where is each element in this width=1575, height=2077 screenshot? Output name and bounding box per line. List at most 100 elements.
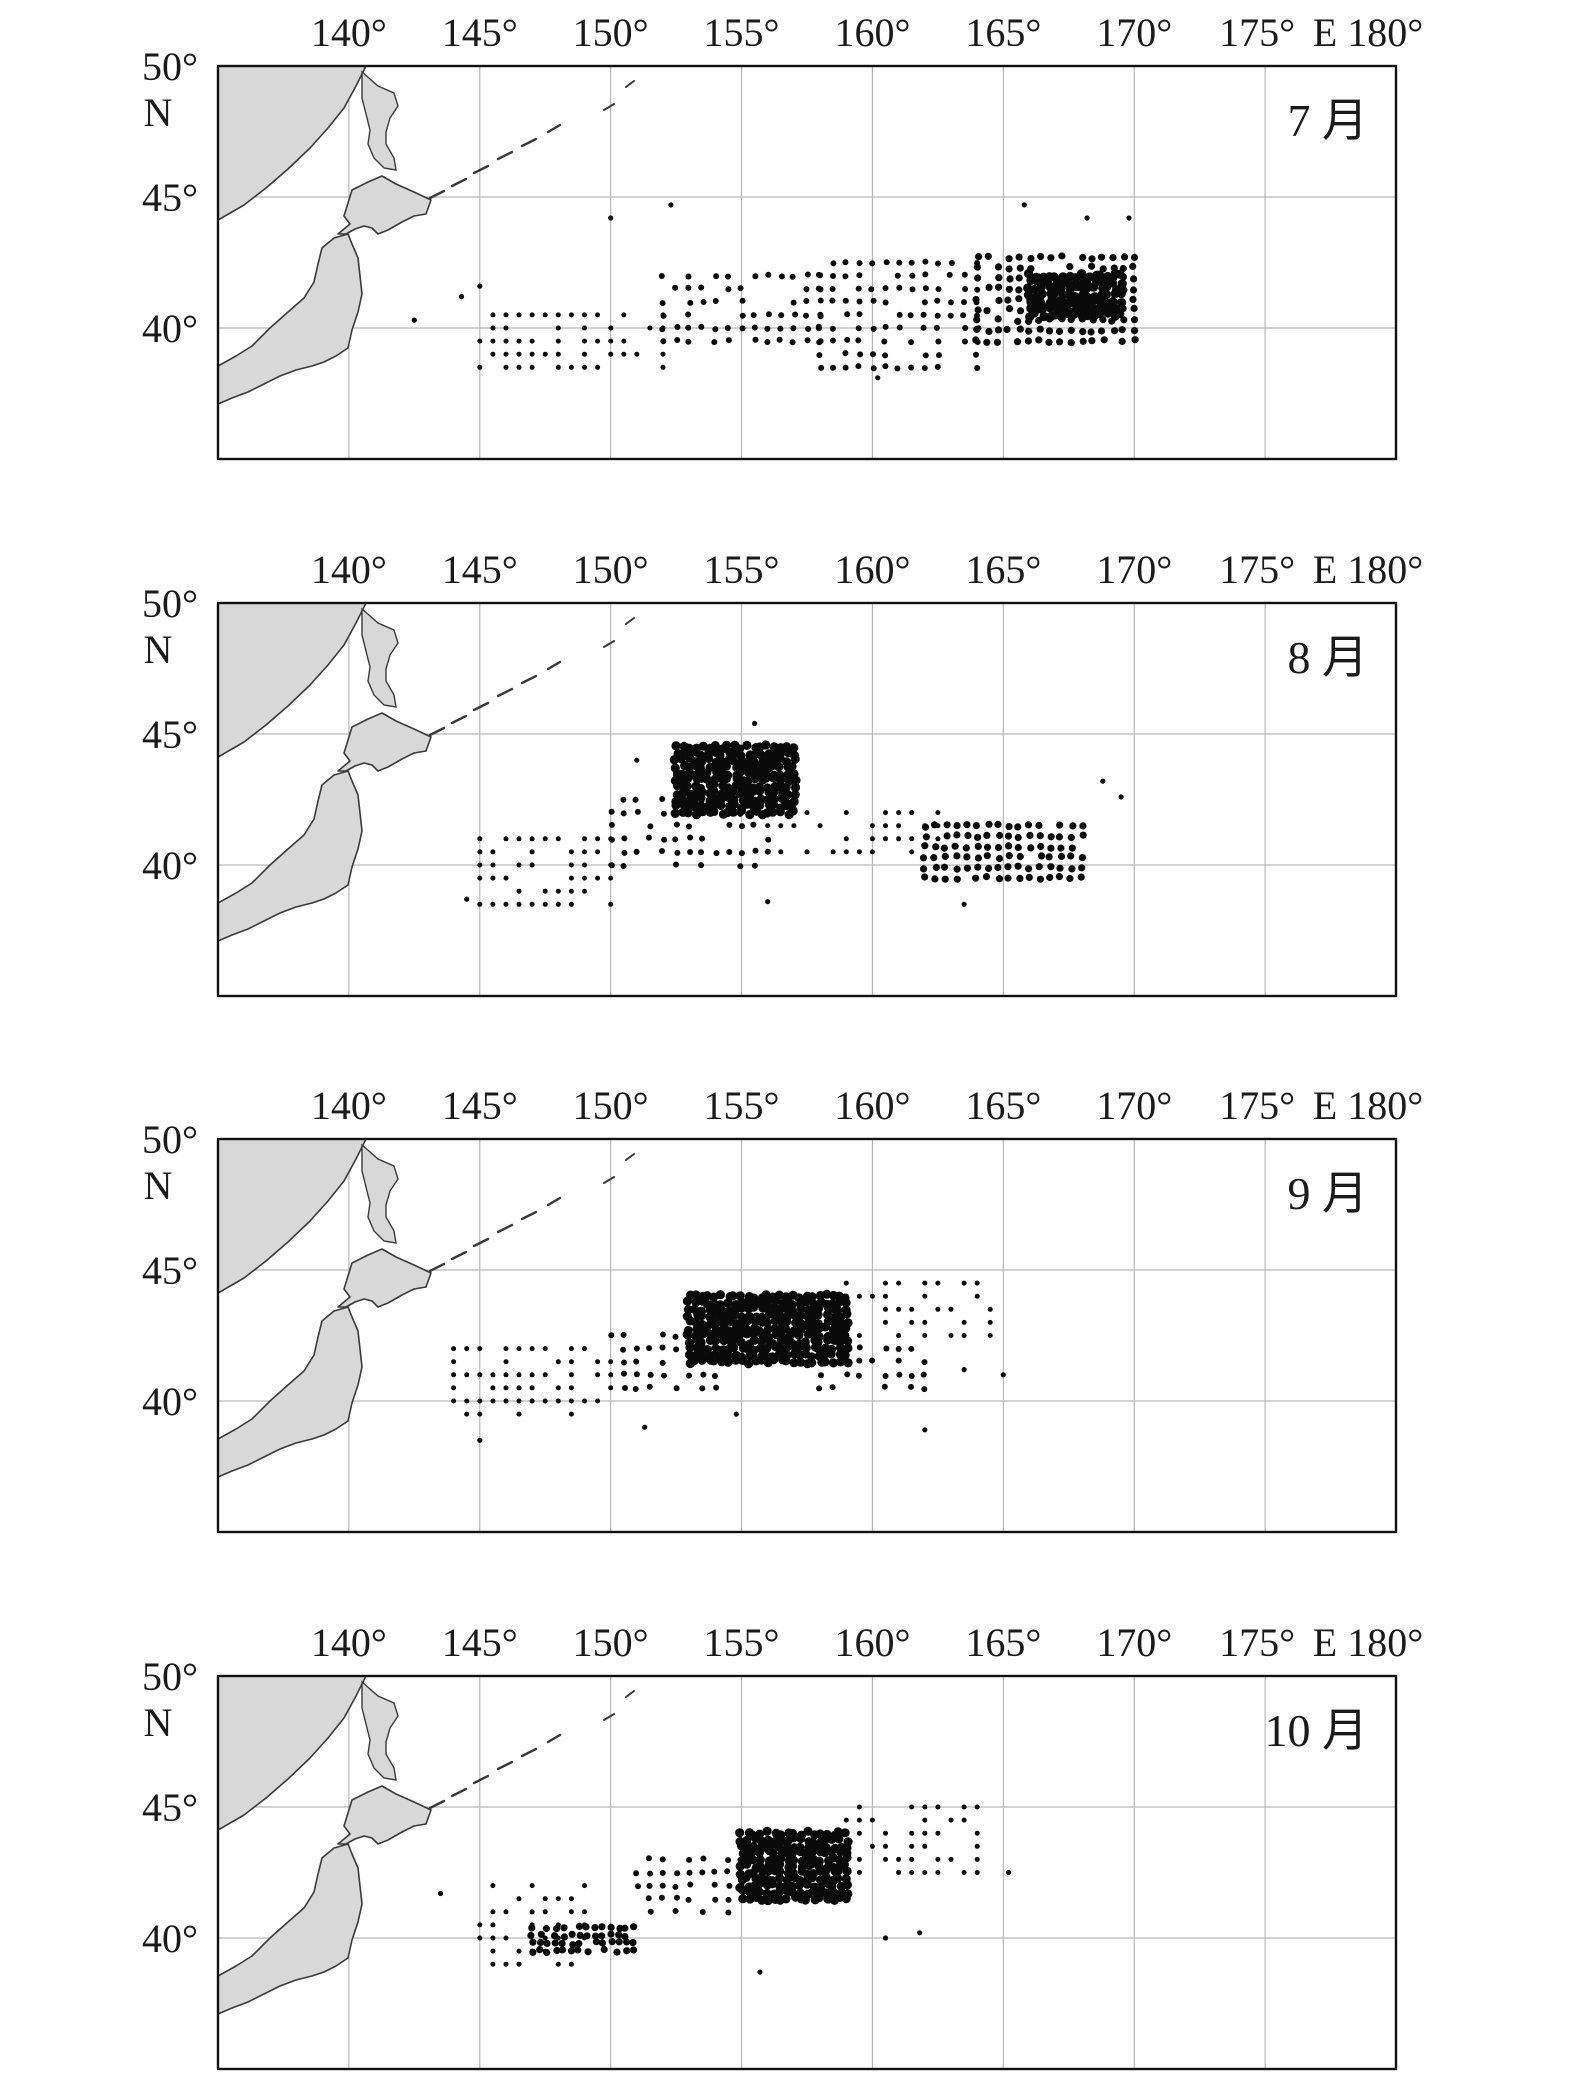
catch-point	[477, 364, 483, 370]
catch-point	[582, 1398, 587, 1404]
catch-point	[940, 844, 948, 852]
catch-point	[935, 260, 941, 267]
catch-point	[529, 849, 535, 855]
catch-point	[477, 836, 483, 842]
catch-point	[490, 312, 496, 318]
catch-point	[623, 1938, 631, 1946]
catch-point	[803, 286, 810, 293]
catch-point	[796, 1830, 807, 1840]
catch-point	[896, 1856, 902, 1862]
catch-point	[789, 769, 799, 779]
coastline-basemap	[218, 66, 636, 406]
latitude-tick-label: 50°	[142, 581, 198, 626]
catch-point	[842, 350, 849, 357]
catch-point	[575, 1922, 584, 1930]
catch-point	[516, 1961, 522, 1967]
catch-point	[752, 720, 758, 727]
latitude-tick-label: 50°	[142, 44, 198, 89]
catch-point	[844, 336, 851, 343]
catch-point	[516, 312, 522, 318]
longitude-tick-label: 150°	[573, 1083, 649, 1128]
catch-point	[856, 1856, 862, 1862]
catch-point	[1036, 298, 1046, 308]
catch-point	[490, 849, 496, 855]
catch-point	[922, 1870, 928, 1875]
catch-point	[536, 1946, 544, 1954]
catch-point	[1067, 852, 1075, 860]
catch-point	[922, 1817, 928, 1823]
catch-point	[595, 1372, 601, 1378]
catch-point	[555, 312, 561, 318]
catch-point	[995, 296, 1003, 305]
catch-point	[757, 750, 767, 760]
catch-point	[726, 849, 733, 855]
catch-point	[1006, 275, 1014, 283]
catch-point	[555, 836, 561, 842]
catch-point	[769, 794, 779, 804]
catch-point	[661, 836, 668, 843]
catch-point	[1088, 262, 1096, 270]
catch-point	[962, 286, 969, 292]
catch-point	[829, 286, 836, 292]
catch-point	[1015, 286, 1023, 294]
catch-point	[908, 364, 915, 371]
catch-point	[1070, 291, 1080, 302]
catch-point	[592, 1938, 601, 1946]
catch-point	[777, 325, 784, 332]
hemisphere-label: N	[144, 1700, 173, 1745]
catch-point	[817, 297, 824, 304]
catch-point	[464, 1398, 470, 1404]
catch-point	[1129, 262, 1137, 270]
catch-point	[934, 297, 941, 304]
catch-point	[711, 1373, 718, 1379]
catch-point	[805, 325, 812, 332]
catch-point	[582, 364, 587, 370]
month-label: 7 月	[1288, 95, 1369, 146]
catch-point	[490, 1961, 496, 1967]
catch-point	[608, 1372, 614, 1378]
catch-point	[963, 821, 971, 829]
longitude-tick-label: 165°	[965, 10, 1041, 55]
catch-point	[1055, 873, 1063, 881]
catch-point	[996, 831, 1004, 840]
catch-point	[503, 364, 509, 370]
catch-point	[713, 1384, 720, 1391]
catch-point	[698, 862, 705, 869]
catch-point	[670, 763, 680, 773]
catch-point	[922, 271, 929, 278]
catch-point	[503, 1346, 509, 1352]
catch-point	[1056, 864, 1064, 872]
catch-point	[568, 875, 574, 881]
catch-point	[1047, 863, 1055, 871]
catch-point	[635, 1883, 641, 1890]
catch-point	[582, 1923, 590, 1931]
hemisphere-label: N	[144, 1163, 173, 1208]
catch-point	[908, 259, 915, 266]
catch-point	[843, 1280, 849, 1286]
catch-point	[776, 1830, 786, 1840]
catch-point	[687, 834, 694, 841]
catch-point	[1005, 255, 1013, 263]
catch-point	[883, 1843, 888, 1849]
catch-point	[1045, 853, 1053, 861]
longitude-tick-label: 165°	[965, 1620, 1041, 1665]
catch-point	[490, 1372, 496, 1378]
longitude-tick-label: E 180°	[1313, 547, 1423, 592]
catch-point	[1047, 844, 1055, 852]
longitude-tick-label: 165°	[965, 1083, 1041, 1128]
catch-point	[490, 862, 496, 868]
catch-point	[582, 888, 587, 894]
catch-point	[503, 875, 509, 881]
catch-point	[568, 1359, 574, 1365]
catch-point	[856, 298, 863, 305]
catch-point	[983, 307, 991, 315]
catch-point	[896, 1333, 902, 1338]
catch-point	[713, 850, 720, 857]
longitude-tick-label: E 180°	[1313, 1083, 1423, 1128]
catch-point	[568, 862, 574, 868]
catch-point	[634, 757, 640, 763]
catch-point	[411, 317, 417, 323]
catch-point	[503, 338, 509, 344]
catch-point	[661, 1372, 667, 1379]
catch-point	[751, 862, 758, 869]
